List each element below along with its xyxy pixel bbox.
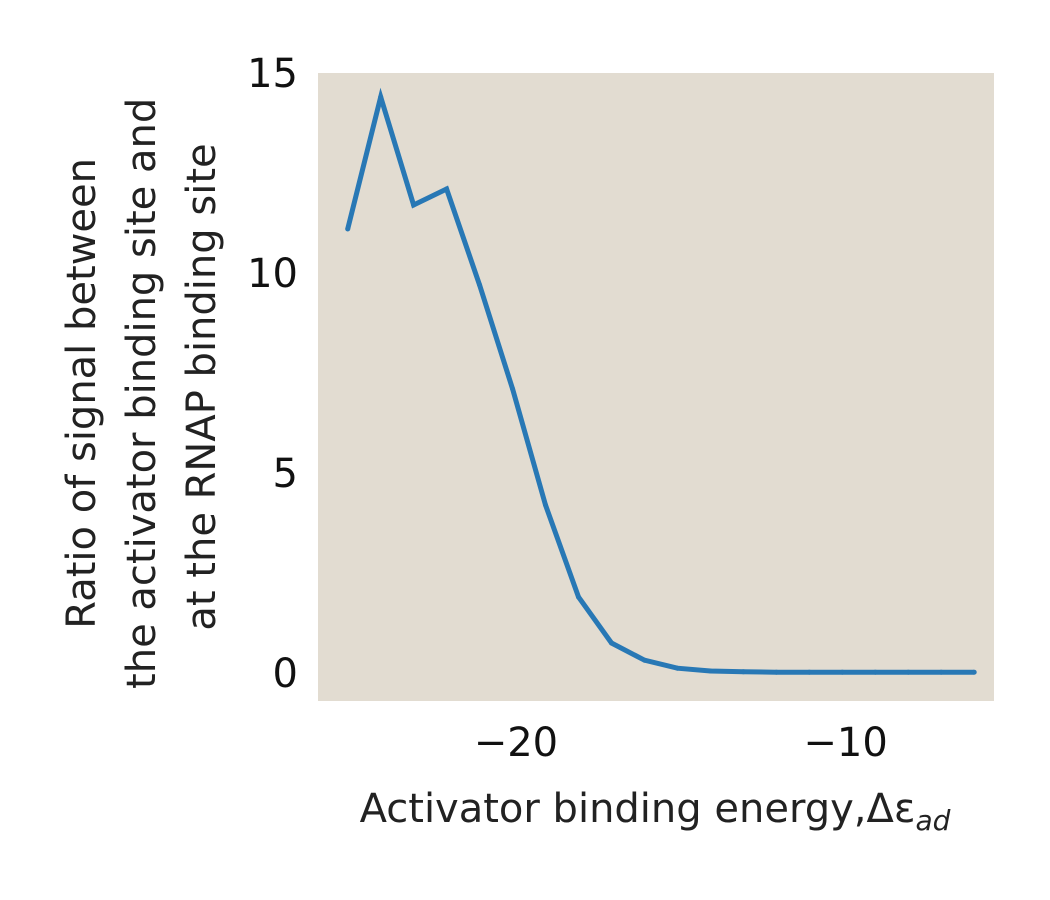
data-point [740,669,746,675]
x-axis-title: Activator binding energy,Δεad [360,786,951,837]
y-tick-label: 15 [247,51,298,97]
y-tick-label: 0 [273,651,298,697]
x-tick-label: −10 [803,720,887,766]
data-point [609,640,614,646]
data-point [938,669,944,675]
y-tick-labels: 0 5 10 15 [247,51,298,697]
series-line-1 [345,87,975,675]
data-point [642,657,647,663]
x-tick-label: −20 [474,720,558,766]
y-axis-title-line-1: Ratio of signal between [59,158,105,629]
data-point [510,386,516,392]
data-point [806,669,812,675]
y-axis-title-line-2: the activator binding site and [119,98,165,689]
y-axis-title-line-3: at the RNAP binding site [179,143,225,630]
data-point [773,669,779,675]
x-axis-title-text: Activator binding energy,Δε [360,786,916,832]
plot-area [318,73,994,701]
series-layer [345,87,977,675]
x-axis-title-subscript: ad [915,804,950,837]
data-point [543,502,548,508]
y-axis-title: Ratio of signal between the activator bi… [59,85,225,689]
data-point [839,669,845,675]
data-point [971,669,977,675]
data-point [707,668,713,674]
y-tick-label: 10 [247,251,298,297]
data-point [477,282,483,288]
data-point [345,226,351,232]
data-point [411,202,417,208]
y-tick-label: 5 [273,451,298,497]
x-tick-labels: −20 −10 [474,720,888,766]
data-point [444,186,450,192]
data-point [674,665,680,671]
data-point [905,669,911,675]
data-point [872,669,878,675]
data-point [378,94,384,100]
data-point [576,594,581,600]
